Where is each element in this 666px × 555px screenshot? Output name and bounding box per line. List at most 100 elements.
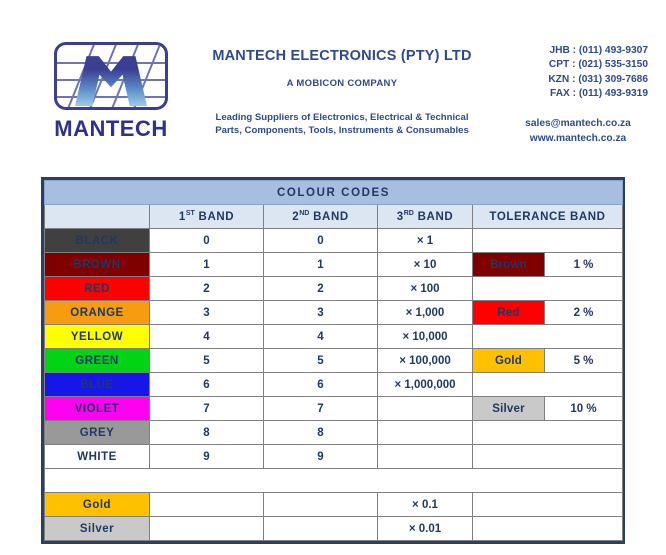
colour-swatch-cell: BLUE <box>44 372 150 397</box>
tolerance-colour-cell: Red <box>472 300 545 325</box>
colour-codes-table-wrap: COLOUR CODES 1ST BAND 2ND BAND 3RD BAND … <box>41 177 625 544</box>
table-row: BROWN 1 1 × 10 Brown 1 % <box>44 252 624 277</box>
table-row: YELLOW 4 4 × 10,000 <box>44 324 624 349</box>
contact-fax: FAX : (011) 493-9319 <box>550 88 648 100</box>
contact-kzn: KZN : (031) 309-7686 <box>548 73 648 85</box>
multiplier-cell: × 10,000 <box>377 324 473 349</box>
table-row: BLACK 0 0 × 1 <box>44 228 624 253</box>
colour-swatch-cell: WHITE <box>44 444 150 469</box>
colour-swatch-cell: Silver <box>44 516 150 541</box>
colour-swatch-cell: ORANGE <box>44 300 150 325</box>
colour-codes-table: COLOUR CODES 1ST BAND 2ND BAND 3RD BAND … <box>43 180 624 541</box>
table-row: ORANGE 3 3 × 1,000 Red 2 % <box>44 300 624 325</box>
multiplier-cell: × 0.01 <box>377 516 473 541</box>
email-link[interactable]: sales@mantech.co.za <box>525 117 631 129</box>
company-logo: MANTECH <box>46 42 176 142</box>
phone-list: JHB : (011) 493-9307 CPT : (021) 535-315… <box>498 44 662 102</box>
band-2-value-cell: 1 <box>263 252 378 277</box>
colour-swatch-cell: GREY <box>44 420 150 445</box>
table-row: GREEN 5 5 × 100,000 Gold 5 % <box>44 348 624 373</box>
tolerance-colour-cell: Brown <box>472 252 545 277</box>
band-1-value-cell: 8 <box>149 420 264 445</box>
band-2-value-cell: 7 <box>263 396 378 421</box>
column-header-tolerance: TOLERANCE BAND <box>471 204 624 229</box>
multiplier-cell <box>377 396 473 421</box>
band2-prefix: 2 <box>292 210 300 223</box>
table-column-header-row: 1ST BAND 2ND BAND 3RD BAND TOLERANCE BAN… <box>44 204 624 229</box>
table-row: WHITE 9 9 <box>44 444 624 469</box>
tolerance-percent-cell: 1 % <box>543 252 624 277</box>
multiplier-cell: × 1,000,000 <box>377 372 473 397</box>
multiplier-cell: × 1 <box>377 228 473 253</box>
contact-cpt: CPT : (021) 535-3150 <box>548 59 648 71</box>
multiplier-cell: × 0.1 <box>377 492 473 517</box>
tolerance-empty-cell <box>471 228 624 253</box>
table-title: COLOUR CODES <box>43 180 624 205</box>
table-row: BLUE 6 6 × 1,000,000 <box>44 372 624 397</box>
multiplier-cell <box>377 420 473 445</box>
multiplier-cell: × 10 <box>377 252 473 277</box>
colour-swatch-cell: GREEN <box>44 348 150 373</box>
multiplier-cell: × 100,000 <box>377 348 473 373</box>
tolerance-empty-cell <box>471 444 624 469</box>
tolerance-empty-cell <box>471 492 624 517</box>
multiplier-cell <box>377 444 473 469</box>
tolerance-empty-cell <box>471 420 624 445</box>
band-2-value-cell: 5 <box>263 348 378 373</box>
band-1-value-cell: 3 <box>149 300 264 325</box>
tolerance-empty-cell <box>471 276 624 301</box>
table-body: BLACK 0 0 × 1 BROWN 1 1 × 10 Brown 1 % RED 2 2 × 100 O… <box>43 228 624 541</box>
colour-swatch-cell: RED <box>44 276 150 301</box>
column-header-band-3: 3RD BAND <box>377 204 473 229</box>
company-tagline: Leading Suppliers of Electronics, Electr… <box>196 112 488 138</box>
tolerance-empty-cell <box>471 516 624 541</box>
tolerance-percent-cell: 5 % <box>543 348 624 373</box>
band-1-value-cell: 6 <box>149 372 264 397</box>
band-1-value-cell: 7 <box>149 396 264 421</box>
tagline-line-1: Leading Suppliers of Electronics, Electr… <box>215 112 469 123</box>
multiplier-cell: × 100 <box>377 276 473 301</box>
company-info: MANTECH ELECTRONICS (PTY) LTD A MOBICON … <box>196 48 488 138</box>
column-header-colour <box>44 204 150 229</box>
colour-swatch-cell: BROWN <box>44 252 150 277</box>
tolerance-empty-cell <box>471 324 624 349</box>
tolerance-percent-cell: 2 % <box>543 300 624 325</box>
band3-prefix: 3 <box>396 210 404 223</box>
tolerance-colour-cell: Silver <box>472 396 545 421</box>
band-2-value-cell: 8 <box>263 420 378 445</box>
band-2-value-cell: 9 <box>263 444 378 469</box>
tolerance-percent-cell: 10 % <box>543 396 624 421</box>
company-subtitle: A MOBICON COMPANY <box>286 78 398 89</box>
multiplier-cell: × 1,000 <box>377 300 473 325</box>
table-head: COLOUR CODES 1ST BAND 2ND BAND 3RD BAND … <box>43 180 624 229</box>
band-1-value-cell: 2 <box>149 276 264 301</box>
table-row: Gold × 0.1 <box>44 492 624 517</box>
band1-sup: ST <box>185 210 195 218</box>
contact-info: JHB : (011) 493-9307 CPT : (021) 535-315… <box>498 44 662 147</box>
page-header: MANTECH MANTECH ELECTRONICS (PTY) LTD A … <box>0 0 666 168</box>
band-1-value-cell: 4 <box>149 324 264 349</box>
column-header-band-1: 1ST BAND <box>149 204 264 229</box>
band-1-value-cell: 1 <box>149 252 264 277</box>
mantech-m-logo-icon <box>54 42 168 110</box>
table-row: Silver × 0.01 <box>44 516 624 541</box>
band2-sup: ND <box>299 210 310 218</box>
band-2-value-cell: 4 <box>263 324 378 349</box>
band-2-value-cell <box>263 492 378 517</box>
colour-swatch-cell: YELLOW <box>44 324 150 349</box>
band-2-value-cell: 2 <box>263 276 378 301</box>
column-header-band-2: 2ND BAND <box>263 204 378 229</box>
band-1-value-cell: 5 <box>149 348 264 373</box>
tolerance-empty-cell <box>471 372 624 397</box>
band-2-value-cell: 6 <box>263 372 378 397</box>
table-row: VIOLET 7 7 Silver 10 % <box>44 396 624 421</box>
website-link[interactable]: www.mantech.co.za <box>529 133 627 145</box>
band-1-value-cell: 0 <box>149 228 264 253</box>
table-spacer-row <box>43 468 624 493</box>
band-1-value-cell <box>149 492 264 517</box>
colour-swatch-cell: BLACK <box>44 228 150 253</box>
table-row: RED 2 2 × 100 <box>44 276 624 301</box>
logo-wordmark: MANTECH <box>54 116 168 141</box>
band1-prefix: 1 <box>178 210 186 223</box>
company-name: MANTECH ELECTRONICS (PTY) LTD <box>212 48 472 64</box>
